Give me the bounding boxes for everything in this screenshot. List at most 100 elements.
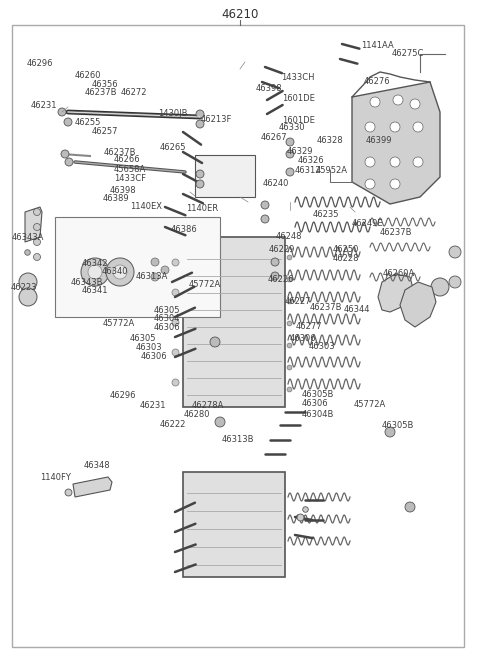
Text: 46266: 46266 [114, 155, 140, 164]
Text: 46223: 46223 [11, 283, 37, 292]
Text: 46235: 46235 [312, 210, 339, 219]
Text: 46237B: 46237B [84, 88, 117, 97]
Text: 46257: 46257 [91, 126, 118, 136]
Text: 46249E: 46249E [351, 219, 383, 228]
Circle shape [196, 110, 204, 118]
Circle shape [261, 215, 269, 223]
Text: 46303: 46303 [135, 343, 162, 352]
Text: 1433CF: 1433CF [114, 174, 146, 183]
Text: 46231: 46231 [30, 101, 57, 110]
Text: 46304: 46304 [154, 314, 180, 323]
Text: 46344: 46344 [343, 304, 370, 314]
Circle shape [34, 253, 40, 261]
Circle shape [271, 272, 279, 280]
Circle shape [261, 201, 269, 209]
Bar [183, 237, 285, 407]
Circle shape [151, 258, 159, 266]
Text: 46340: 46340 [102, 267, 128, 276]
Text: 46237B: 46237B [379, 228, 412, 237]
Text: 46255: 46255 [74, 118, 101, 127]
Text: 46329: 46329 [287, 146, 313, 156]
Circle shape [210, 337, 220, 347]
Text: 46305B: 46305B [301, 390, 334, 399]
Text: 1601DE: 1601DE [282, 94, 315, 103]
Text: 1433CH: 1433CH [281, 73, 315, 83]
Text: 46237B: 46237B [104, 148, 136, 157]
Circle shape [113, 265, 127, 279]
Text: 46398: 46398 [109, 185, 136, 195]
Circle shape [365, 122, 375, 132]
Circle shape [449, 246, 461, 258]
Text: 46305: 46305 [130, 334, 156, 343]
Text: 46213F: 46213F [201, 115, 232, 124]
Text: 46306: 46306 [141, 351, 168, 361]
Text: 46267: 46267 [261, 132, 287, 142]
Text: 46313A: 46313A [136, 272, 168, 282]
Text: 46296: 46296 [110, 391, 136, 401]
Text: 46260: 46260 [74, 71, 101, 81]
Circle shape [81, 258, 109, 286]
Circle shape [34, 224, 40, 230]
Circle shape [215, 417, 225, 427]
Text: 46303: 46303 [309, 342, 335, 351]
Text: 46313B: 46313B [222, 435, 254, 444]
Circle shape [196, 170, 204, 178]
Text: 46260A: 46260A [383, 269, 415, 278]
Circle shape [365, 157, 375, 167]
Text: 46356: 46356 [91, 80, 118, 89]
Circle shape [88, 265, 102, 279]
Text: 1140FY: 1140FY [40, 473, 71, 482]
Text: 46305B: 46305B [382, 421, 414, 430]
Circle shape [413, 157, 423, 167]
Text: 46250: 46250 [332, 245, 359, 255]
Text: 46278A: 46278A [192, 401, 224, 411]
Text: 45952A: 45952A [316, 165, 348, 175]
Text: 46304B: 46304B [301, 410, 334, 419]
Circle shape [19, 288, 37, 306]
Circle shape [34, 239, 40, 245]
Circle shape [65, 158, 73, 166]
Text: 46272: 46272 [121, 88, 147, 97]
Text: 46280: 46280 [183, 410, 210, 419]
Circle shape [390, 179, 400, 189]
Circle shape [19, 273, 37, 291]
Text: 46226: 46226 [268, 275, 294, 284]
Text: 46343A: 46343A [12, 233, 44, 242]
Text: 46330: 46330 [279, 123, 305, 132]
Text: 1140EX: 1140EX [130, 202, 162, 211]
Text: 46228: 46228 [332, 254, 359, 263]
Text: 46306: 46306 [290, 333, 316, 343]
Text: 1430JB: 1430JB [158, 109, 188, 118]
Text: 1601DE: 1601DE [282, 116, 315, 125]
Circle shape [390, 157, 400, 167]
Text: 46248: 46248 [276, 232, 302, 241]
Text: 46386: 46386 [170, 225, 197, 235]
Text: 46222: 46222 [160, 420, 186, 429]
Circle shape [393, 95, 403, 105]
Text: 46231: 46231 [139, 401, 166, 410]
Circle shape [370, 97, 380, 107]
Circle shape [390, 122, 400, 132]
Text: 45772A: 45772A [189, 280, 221, 289]
Text: 46229: 46229 [269, 245, 295, 254]
Circle shape [431, 278, 449, 296]
Polygon shape [400, 282, 436, 327]
Text: 1141AA: 1141AA [361, 40, 394, 50]
Bar [55, 217, 220, 317]
Circle shape [34, 208, 40, 216]
Text: 46265: 46265 [159, 143, 186, 153]
Circle shape [410, 99, 420, 109]
Polygon shape [25, 207, 42, 242]
Circle shape [385, 427, 395, 437]
Text: 46306: 46306 [154, 323, 180, 332]
Text: 46277: 46277 [295, 322, 322, 331]
Text: 46342: 46342 [82, 259, 108, 268]
Polygon shape [73, 477, 112, 497]
Circle shape [106, 258, 134, 286]
Text: 46275C: 46275C [391, 49, 423, 58]
Text: 46326: 46326 [298, 156, 324, 165]
Circle shape [151, 273, 159, 281]
Text: 46305: 46305 [154, 306, 180, 315]
Text: 46312: 46312 [295, 165, 321, 175]
Text: 46348: 46348 [84, 460, 110, 470]
